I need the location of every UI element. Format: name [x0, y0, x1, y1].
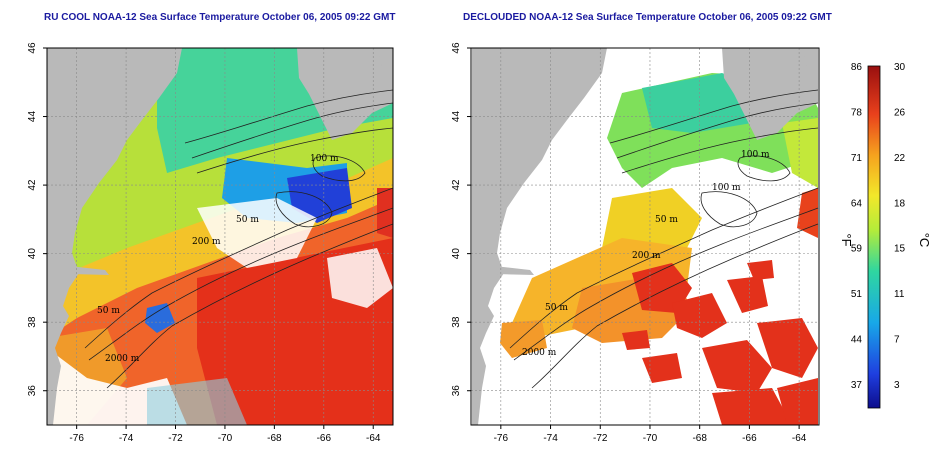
contour-label: 2000 m: [105, 354, 140, 364]
colorbar-gradient: [867, 65, 881, 409]
fahrenheit-unit-label: °F: [839, 233, 854, 246]
longitude-tick-label: -68: [692, 433, 707, 444]
celsius-tick-label: 7: [894, 335, 900, 346]
contour-label: 2000 m: [522, 348, 557, 358]
longitude-tick-label: -72: [593, 433, 608, 444]
contour-label: 50 m: [655, 215, 678, 225]
longitude-tick-label: -74: [543, 433, 558, 444]
map-panel-declouded: 100 m 100 m 50 m 200 m 50 m 2000 m -76 -7…: [451, 42, 820, 444]
contour-label: 200 m: [192, 237, 221, 247]
map-title-raw: RU COOL NOAA-12 Sea Surface Temperature …: [44, 12, 396, 23]
latitude-tick-label: 42: [27, 179, 38, 191]
longitude-tick-label: -76: [69, 433, 84, 444]
grid-lines: [47, 48, 393, 425]
map-panel-raw: 100 m 50 m 200 m 50 m 2000 m -76 -74 -72 -7…: [27, 42, 394, 444]
celsius-tick-label: 3: [894, 380, 900, 391]
grid-lines: [471, 48, 819, 425]
map-frame: [470, 47, 820, 426]
contour-label: 50 m: [97, 306, 120, 316]
contour-label: 50 m: [545, 303, 568, 313]
latitude-tick-label: 38: [27, 316, 38, 328]
cloud-patch: [197, 198, 317, 268]
longitude-tick-label: -72: [168, 433, 183, 444]
longitude-tick-label: -64: [792, 433, 807, 444]
celsius-tick-label: 22: [894, 153, 906, 164]
longitude-tick-label: -64: [366, 433, 381, 444]
longitude-tick-label: -74: [119, 433, 134, 444]
longitude-tick-label: -76: [494, 433, 509, 444]
longitude-tick-label: -66: [742, 433, 757, 444]
celsius-unit-label: °C: [917, 233, 932, 248]
latitude-tick-label: 44: [451, 111, 462, 123]
fahrenheit-tick-label: 37: [851, 380, 863, 391]
latitude-tick-label: 40: [27, 248, 38, 260]
latitude-tick-label: 36: [451, 385, 462, 397]
fahrenheit-tick-label: 64: [851, 198, 863, 209]
celsius-tick-label: 30: [894, 62, 906, 73]
fahrenheit-tick-label: 59: [851, 244, 863, 255]
fahrenheit-tick-label: 44: [851, 335, 863, 346]
cloud-patch: [327, 248, 393, 308]
celsius-tick-label: 15: [894, 244, 906, 255]
longitude-tick-label: -70: [218, 433, 233, 444]
latitude-tick-label: 40: [451, 248, 462, 260]
fahrenheit-tick-label: 86: [851, 62, 863, 73]
latitude-tick-label: 38: [451, 316, 462, 328]
celsius-tick-label: 18: [894, 198, 906, 209]
latitude-tick-label: 42: [451, 179, 462, 191]
map-title-declouded: DECLOUDED NOAA-12 Sea Surface Temperatur…: [463, 12, 832, 23]
map-frame: [46, 47, 394, 426]
contour-label: 100 m: [712, 183, 741, 193]
contour-label: 100 m: [310, 154, 339, 164]
map-axes-raw: -76 -74 -72 -70 -68 -66 -64 46 44 42 40 38 36: [27, 42, 381, 444]
contour-label: 100 m: [741, 150, 770, 160]
warm-patches: [622, 260, 818, 425]
map-axes-declouded: -76 -74 -72 -70 -68 -66 -64 46 44 42 40 38 36: [451, 42, 807, 444]
colorbar: 86 78 71 64 59 51 44 37 30 26 22 18 15 11 7 3 °F °C: [839, 62, 932, 409]
cloud-patch: [147, 378, 247, 425]
longitude-tick-label: -70: [643, 433, 658, 444]
contour-label: 50 m: [236, 215, 259, 225]
longitude-tick-label: -66: [317, 433, 332, 444]
celsius-tick-label: 26: [894, 107, 906, 118]
latitude-tick-label: 36: [27, 385, 38, 397]
latitude-tick-label: 46: [27, 42, 38, 54]
contour-label: 200 m: [632, 251, 661, 261]
fahrenheit-tick-label: 78: [851, 107, 863, 118]
latitude-tick-label: 46: [451, 42, 462, 54]
fahrenheit-tick-label: 71: [851, 153, 863, 164]
fahrenheit-tick-label: 51: [851, 289, 863, 300]
celsius-tick-label: 11: [894, 289, 905, 300]
latitude-tick-label: 44: [27, 111, 38, 123]
longitude-tick-label: -68: [267, 433, 282, 444]
